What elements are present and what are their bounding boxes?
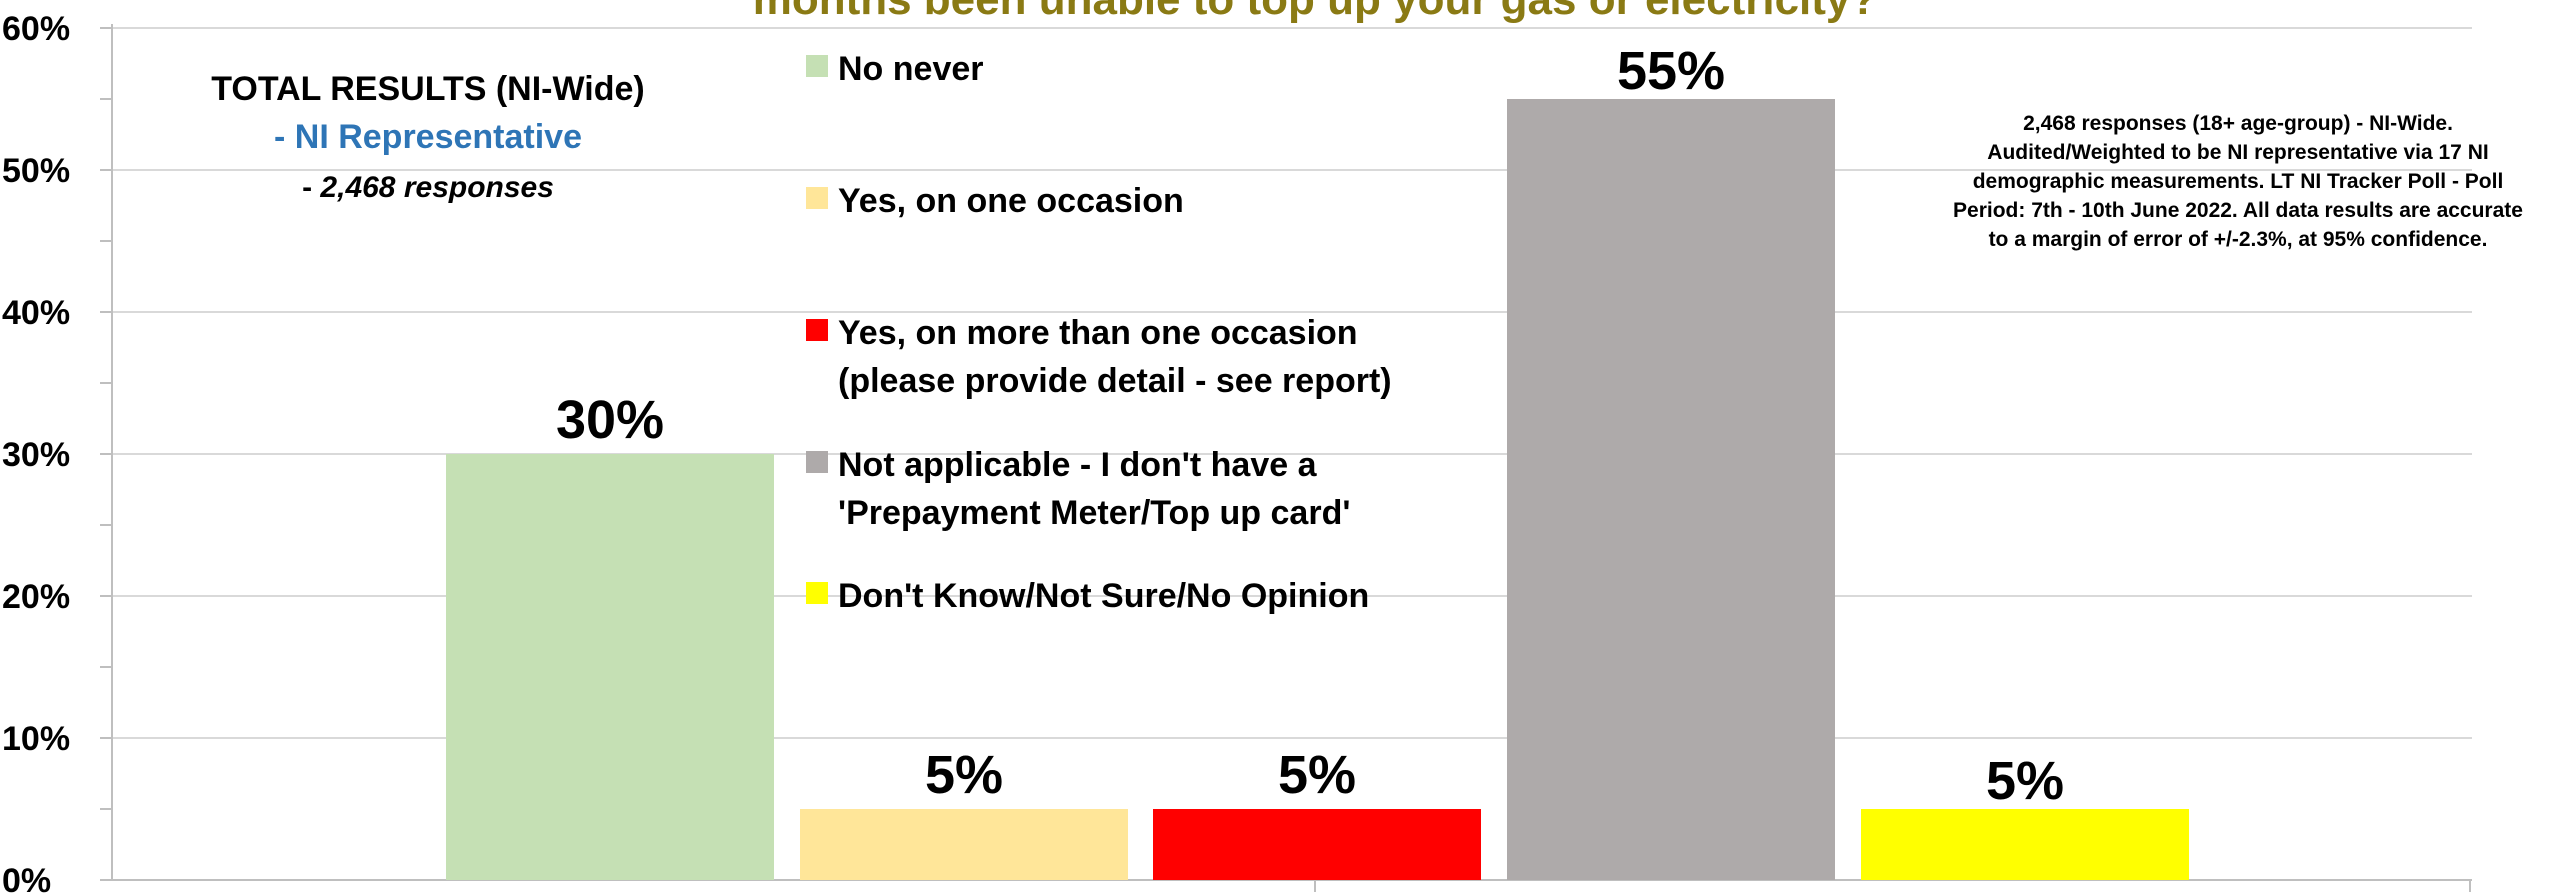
y-tick-label: 50% (2, 152, 70, 190)
legend-swatch (806, 187, 828, 209)
chart-title: months been unable to top up your gas or… (753, 0, 1878, 24)
data-label-3: 5% (1278, 745, 1356, 805)
note-line: demographic measurements. LT NI Tracker … (1973, 170, 2504, 193)
legend-entry-1: No never (806, 50, 984, 88)
legend-entry-4: Not applicable - I don't have a 'Prepayme… (806, 446, 1350, 532)
legend-label: Don't Know/Not Sure/No Opinion (838, 577, 1369, 615)
y-tick-label: 60% (2, 10, 70, 48)
note-line: Period: 7th - 10th June 2022. All data r… (1953, 199, 2523, 222)
summary-subtitle: - NI Representative (274, 118, 582, 156)
data-label-5: 5% (1986, 751, 2064, 811)
data-labels: 30% 5% 5% 55% 5% (556, 41, 2064, 811)
note-line: Audited/Weighted to be NI representative… (1987, 141, 2488, 164)
summary-panel: TOTAL RESULTS (NI-Wide) - NI Representat… (211, 70, 644, 204)
summary-responses-prefix: - (302, 171, 320, 204)
data-label-4: 55% (1617, 41, 1725, 101)
bar-5 (1861, 809, 2189, 880)
bar-2 (800, 809, 1128, 880)
summary-responses-line: - 2,468 responses (302, 171, 554, 204)
data-label-2: 5% (925, 745, 1003, 805)
bar-1 (446, 454, 774, 880)
legend-label: Not applicable - I don't have a (838, 446, 1318, 484)
summary-responses: 2,468 responses (319, 171, 553, 204)
legend: No never Yes, on one occasion Yes, on more… (806, 50, 1392, 615)
legend-label: Yes, on more than one occasion (838, 314, 1358, 352)
legend-entry-2: Yes, on one occasion (806, 182, 1184, 220)
legend-entry-5: Don't Know/Not Sure/No Opinion (806, 577, 1369, 615)
data-label-1: 30% (556, 390, 664, 450)
legend-swatch (806, 582, 828, 604)
bar-3 (1153, 809, 1481, 880)
legend-label: No never (838, 50, 984, 88)
methodology-note: 2,468 responses (18+ age-group) - NI-Wid… (1953, 112, 2523, 251)
y-tick-label: 30% (2, 436, 70, 474)
y-tick-label: 40% (2, 294, 70, 332)
legend-swatch (806, 319, 828, 341)
summary-title: TOTAL RESULTS (NI-Wide) (211, 70, 644, 108)
legend-label: 'Prepayment Meter/Top up card' (838, 494, 1350, 532)
y-tick-label: 0% (2, 862, 51, 893)
legend-swatch (806, 451, 828, 473)
legend-swatch (806, 55, 828, 77)
bars (446, 99, 2189, 880)
y-tick-label: 20% (2, 578, 70, 616)
note-line: to a margin of error of +/-2.3%, at 95% … (1989, 228, 2488, 251)
legend-entry-3: Yes, on more than one occasion (please pr… (806, 314, 1392, 400)
note-line: 2,468 responses (18+ age-group) - NI-Wid… (2023, 112, 2453, 135)
y-tick-label: 10% (2, 720, 70, 758)
y-tick-labels: 0% 10% 20% 30% 40% 50% 60% (2, 10, 70, 893)
bar-4 (1507, 99, 1835, 880)
legend-label: (please provide detail - see report) (838, 362, 1392, 400)
legend-label: Yes, on one occasion (838, 182, 1184, 220)
